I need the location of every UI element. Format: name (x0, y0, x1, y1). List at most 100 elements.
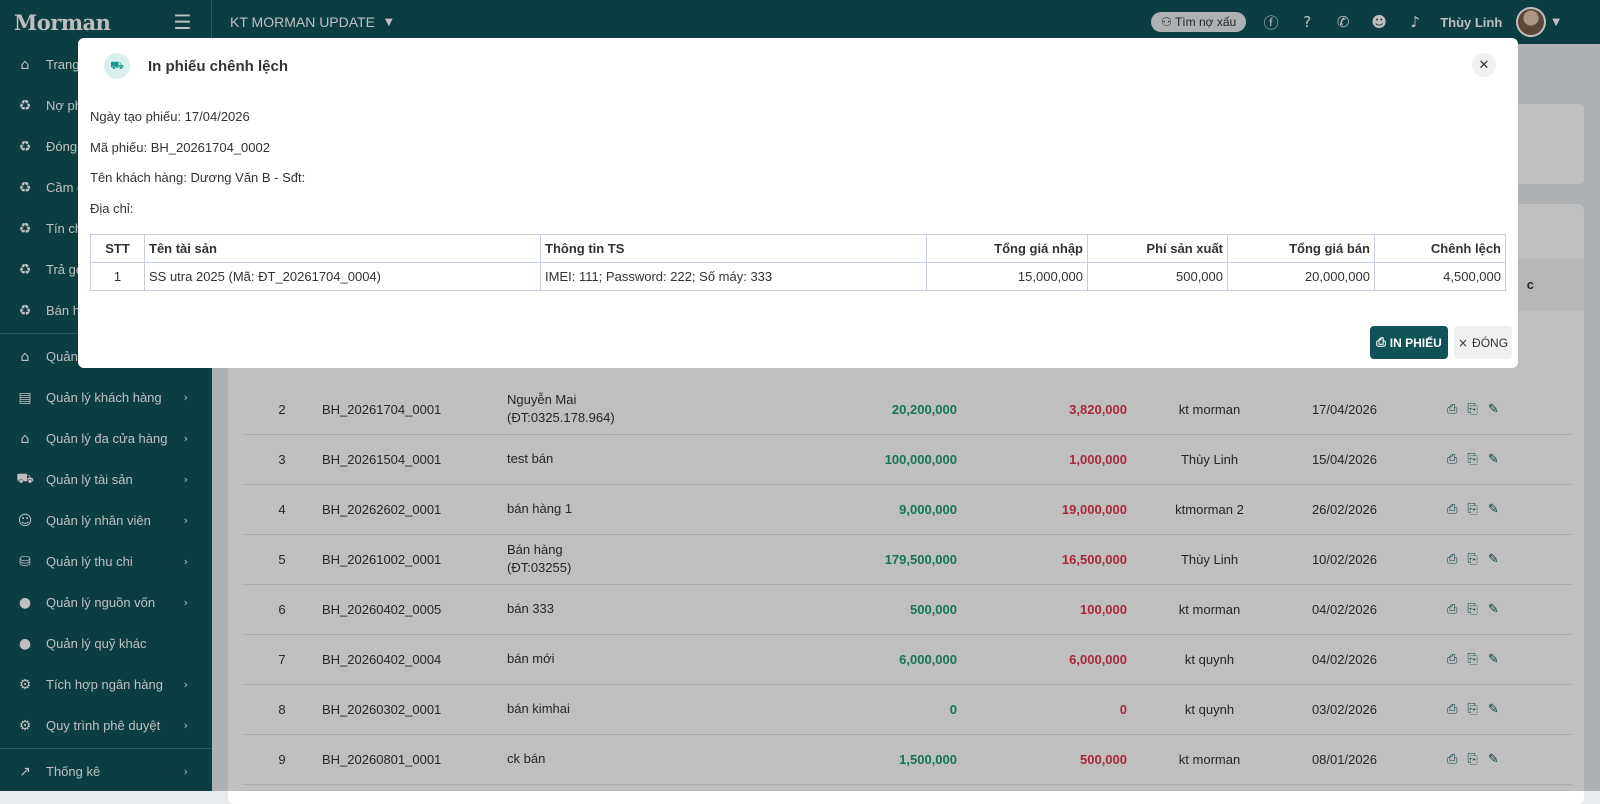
sidebar-item[interactable]: ☺ Quản lý nhân viên › (0, 500, 212, 541)
sidebar-item-label: Quản lý nhân viên (46, 513, 151, 528)
bad-debt-search-button[interactable]: ⚇ Tìm nợ xấu (1151, 12, 1247, 32)
edit-icon[interactable]: ✎ (1487, 701, 1499, 717)
user-menu-chevron-icon[interactable]: ▼ (1552, 16, 1560, 28)
print-difference-icon[interactable]: ⎘ (1467, 401, 1478, 417)
row-actions: ⎙ ⎘ ✎ (1447, 402, 1499, 417)
store-selector[interactable]: KT MORMAN UPDATE ▼ (230, 14, 393, 30)
print-icon[interactable]: ⎙ (1447, 601, 1458, 617)
print-difference-modal: ⛟ In phiếu chênh lệch ✕ Ngày tạo phiếu: … (78, 38, 1518, 368)
chevron-right-icon: › (183, 432, 188, 445)
cell-customer: ck bán (507, 750, 717, 768)
sidebar-item[interactable]: ▤ Quản lý khách hàng › (0, 377, 212, 418)
chevron-right-icon: › (183, 514, 188, 527)
cell-code: BH_20260402_0005 (322, 601, 442, 617)
sidebar-item[interactable]: ● Quản lý quỹ khác (0, 623, 212, 664)
hamburger-menu-icon[interactable]: ☰ (173, 10, 192, 34)
print-difference-icon[interactable]: ⎘ (1467, 451, 1478, 467)
customer-name: Tên khách hàng: Dương Văn B - Sđt: (90, 170, 306, 185)
difference-table: STT Tên tài sản Thông tin TS Tổng giá nh… (90, 234, 1506, 291)
table-row: 9 BH_20260801_0001 ck bán 1,500,000 500,… (242, 734, 1572, 785)
user-icon[interactable]: ☻ (1371, 13, 1387, 31)
customer-name: bán kimhai (507, 701, 570, 716)
cell-stt: 3 (278, 451, 286, 467)
customer-name: test bán (507, 451, 554, 466)
sidebar-item[interactable]: ♻ Cầm c (0, 167, 212, 208)
bell-icon[interactable]: ♪ (1410, 13, 1420, 31)
cell-stt: 7 (278, 651, 286, 667)
money-bag-icon: ♻ (18, 302, 32, 319)
sidebar-item[interactable]: ♻ Nợ ph (0, 85, 212, 126)
cell-staff: Thùy Linh (1180, 551, 1239, 567)
sidebar-item[interactable]: ⌂ Quản lý đa cửa hàng › (0, 418, 212, 459)
print-difference-icon[interactable]: ⎘ (1467, 551, 1478, 567)
cell-info: IMEI: 111; Password: 222; Số máy: 333 (540, 262, 927, 291)
sidebar-item[interactable]: ⌂ Quản (0, 336, 212, 377)
cell-staff: kt morman (1178, 401, 1241, 417)
sidebar-item[interactable]: ⌂ Trang (0, 44, 212, 85)
phone-icon[interactable]: ✆ (1336, 13, 1350, 31)
print-icon[interactable]: ⎙ (1447, 501, 1458, 517)
app-logo[interactable]: Morman ☰ (0, 0, 212, 44)
cell-stt: 4 (278, 501, 286, 517)
user-name[interactable]: Thùy Linh (1440, 14, 1503, 30)
avatar[interactable] (1516, 7, 1547, 37)
col-stt: STT (90, 234, 145, 263)
cell-code: BH_20261704_0001 (322, 401, 442, 417)
cell-customer: Bán hàng (ĐT:03255) (507, 541, 717, 577)
cell-stt: 1 (90, 262, 145, 291)
chevron-right-icon: › (183, 765, 188, 778)
sidebar-item[interactable]: ♻ Bán h (0, 290, 212, 331)
sidebar-item[interactable]: ♻ Đóng (0, 126, 212, 167)
edit-icon[interactable]: ✎ (1487, 601, 1499, 617)
print-icon[interactable]: ⎙ (1447, 751, 1458, 767)
sidebar-item-stats[interactable]: ↗ Thống kê › (0, 751, 212, 792)
logo-text[interactable]: Morman (14, 9, 111, 35)
cell-stt: 5 (278, 551, 286, 567)
help-icon[interactable]: ? (1303, 13, 1312, 31)
sidebar-item[interactable]: ⛟ Quản lý tài sản › (0, 459, 212, 500)
edit-icon[interactable]: ✎ (1487, 451, 1499, 467)
col-info: Thông tin TS (540, 234, 927, 263)
print-button[interactable]: ⎙ IN PHIẾU (1370, 326, 1448, 359)
fund-icon: ● (18, 635, 32, 652)
money-bag-icon: ♻ (18, 97, 32, 114)
print-icon[interactable]: ⎙ (1447, 451, 1458, 467)
cell-customer: Nguyễn Mai (ĐT:0325.178.964) (507, 391, 717, 427)
edit-icon[interactable]: ✎ (1487, 751, 1499, 767)
table-row: 7 BH_20260402_0004 bán mới 6,000,000 6,0… (242, 634, 1572, 685)
edit-icon[interactable]: ✎ (1487, 401, 1499, 417)
print-difference-icon[interactable]: ⎘ (1467, 501, 1478, 517)
chevron-right-icon: › (183, 678, 188, 691)
print-difference-icon[interactable]: ⎘ (1467, 751, 1478, 767)
cell-staff: kt morman (1178, 601, 1241, 617)
customer-name: Bán hàng (507, 542, 563, 557)
print-difference-icon[interactable]: ⎘ (1467, 701, 1478, 717)
sidebar-item-label: Quản lý nguồn vốn (46, 595, 156, 610)
cell-staff: kt quynh (1184, 651, 1235, 667)
row-actions: ⎙ ⎘ ✎ (1447, 652, 1499, 667)
money-bag-icon: ♻ (18, 220, 32, 237)
edit-icon[interactable]: ✎ (1487, 551, 1499, 567)
sidebar-item[interactable]: ⚙ Quy trình phê duyệt › (0, 705, 212, 746)
print-icon[interactable]: ⎙ (1447, 551, 1458, 567)
sidebar-item[interactable]: ♻ Trả gó (0, 249, 212, 290)
sidebar-item[interactable]: ⛁ Quản lý thu chi › (0, 541, 212, 582)
sidebar-item[interactable]: ♻ Tín ch (0, 208, 212, 249)
close-icon[interactable]: ✕ (1472, 53, 1496, 77)
print-icon[interactable]: ⎙ (1447, 701, 1458, 717)
edit-icon[interactable]: ✎ (1487, 501, 1499, 517)
edit-icon[interactable]: ✎ (1487, 651, 1499, 667)
sidebar-item[interactable]: ● Quản lý nguồn vốn › (0, 582, 212, 623)
home-icon: ⌂ (20, 56, 30, 73)
capital-icon: ● (18, 594, 32, 611)
close-button[interactable]: × ĐÓNG (1454, 326, 1512, 359)
row-actions: ⎙ ⎘ ✎ (1447, 702, 1499, 717)
sidebar-item[interactable]: ⚙ Tích hợp ngân hàng › (0, 664, 212, 705)
print-difference-icon[interactable]: ⎘ (1467, 651, 1478, 667)
print-difference-icon[interactable]: ⎘ (1467, 601, 1478, 617)
chevron-right-icon: › (183, 473, 188, 486)
print-icon[interactable]: ⎙ (1447, 401, 1458, 417)
print-icon[interactable]: ⎙ (1447, 651, 1458, 667)
table-row: 6 BH_20260402_0005 bán 333 500,000 100,0… (242, 584, 1572, 635)
facebook-icon[interactable]: ⓕ (1263, 13, 1279, 32)
